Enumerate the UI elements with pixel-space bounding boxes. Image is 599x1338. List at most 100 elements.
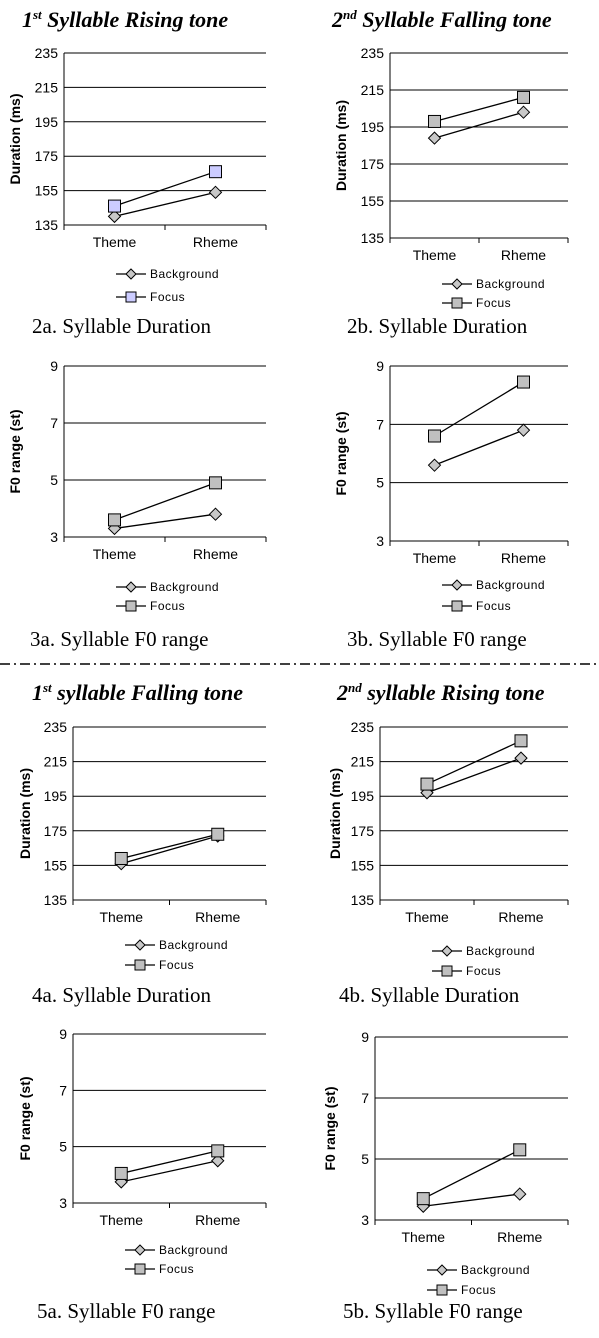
legend-label-2b: Focus: [476, 296, 511, 310]
y-tick-label-2b: 235: [361, 45, 385, 61]
data-point-4b-focus: [420, 777, 434, 791]
x-tick-label-3b: Rheme: [501, 550, 546, 566]
data-point-3a-focus: [209, 476, 222, 490]
x-tick-label-5a: Rheme: [195, 1212, 240, 1228]
x-tick-label-3a: Rheme: [193, 546, 238, 562]
x-tick-label-4b: Theme: [405, 909, 449, 925]
caption-5a: 5a. Syllable F0 range: [37, 1299, 215, 1323]
caption-3a: 3a. Syllable F0 range: [30, 627, 208, 651]
series-line-5a-focus: [121, 1150, 218, 1175]
x-tick-label-5b: Theme: [401, 1229, 445, 1245]
charts-layer: 135 155 175 195 215 235 Theme Rheme Duration (ms…: [7, 45, 569, 1323]
legend-label-2a: Focus: [150, 290, 185, 304]
data-point-4a-focus: [114, 851, 128, 865]
x-tick-label-2b: Rheme: [501, 247, 546, 263]
y-tick-label-5a: 7: [59, 1082, 67, 1098]
y-tick-label-2b: 155: [361, 193, 385, 209]
y-tick-label-4b: 235: [351, 719, 375, 735]
y-axis-label-5a: F0 range (st): [17, 1076, 33, 1160]
section-title-2: 2nd Syllable Falling tone: [331, 7, 552, 32]
section-title-1: 1st Syllable Rising tone: [22, 7, 228, 32]
y-axis-label-2a: Duration (ms): [7, 94, 23, 185]
series-line-2a-focus: [114, 171, 216, 207]
y-tick-label-5a: 5: [59, 1139, 67, 1155]
y-tick-label-3b: 3: [376, 533, 384, 549]
legend-label-3a: Focus: [150, 599, 185, 613]
y-axis-label-4b: Duration (ms): [327, 768, 343, 859]
legend-marker-4b: [441, 965, 453, 977]
legend-marker-2a: [125, 268, 137, 280]
legend-label-5b: Background: [461, 1263, 530, 1277]
y-axis-label-5b: F0 range (st): [322, 1086, 338, 1170]
legend-label-5a: Focus: [159, 1262, 194, 1276]
series-line-3b-focus: [434, 381, 524, 437]
data-point-2a-background: [107, 209, 122, 224]
legend-marker-4a: [134, 959, 146, 971]
legend-marker-5a: [134, 1263, 146, 1275]
y-tick-label-3a: 9: [50, 358, 58, 374]
legend-label-3a: Background: [150, 580, 219, 594]
series-line-2a-background: [114, 191, 216, 218]
series-line-4a-focus: [121, 833, 218, 860]
y-tick-label-5a: 3: [59, 1195, 67, 1211]
y-tick-label-2a: 135: [35, 217, 59, 233]
y-tick-label-2b: 215: [361, 82, 385, 98]
data-point-3b-focus: [517, 375, 530, 389]
data-point-5b-background: [513, 1187, 527, 1201]
x-tick-label-5b: Rheme: [497, 1229, 542, 1245]
y-axis-label-2b: Duration (ms): [333, 100, 349, 191]
y-tick-label-2a: 175: [35, 148, 59, 164]
legend-label-4b: Focus: [466, 964, 501, 978]
section-title-3: 1st syllable Falling tone: [32, 680, 243, 705]
data-point-4b-background: [514, 751, 528, 765]
y-tick-label-4a: 235: [44, 719, 68, 735]
x-tick-label-5a: Theme: [99, 1212, 143, 1228]
data-point-5a-focus: [114, 1166, 128, 1180]
x-tick-label-3b: Theme: [413, 550, 457, 566]
section-title-4: 2nd syllable Rising tone: [336, 680, 545, 705]
x-tick-label-2a: Theme: [93, 234, 137, 250]
legend-label-5b: Focus: [461, 1283, 496, 1297]
legend-marker-2a: [125, 291, 137, 303]
x-tick-label-4a: Theme: [99, 909, 143, 925]
series-line-2b-focus: [434, 96, 524, 123]
legend-label-4a: Background: [159, 938, 228, 952]
y-axis-label-4a: Duration (ms): [17, 768, 33, 859]
data-point-5a-background: [211, 1154, 225, 1168]
data-point-2a-focus: [209, 165, 222, 179]
data-point-5b-focus: [513, 1143, 527, 1157]
data-point-2b-background: [516, 105, 531, 119]
y-tick-label-5b: 7: [361, 1090, 369, 1106]
y-axis-label-3b: F0 range (st): [333, 411, 349, 495]
y-tick-label-3a: 3: [50, 529, 58, 545]
y-tick-label-2b: 135: [361, 230, 385, 246]
data-point-3a-focus: [108, 513, 121, 527]
data-point-2a-focus: [108, 199, 121, 213]
y-tick-label-4a: 175: [44, 823, 68, 839]
x-tick-label-4a: Rheme: [195, 909, 240, 925]
y-tick-label-4b: 175: [351, 823, 375, 839]
y-tick-label-2a: 215: [35, 79, 59, 95]
y-tick-label-5b: 3: [361, 1212, 369, 1228]
data-point-3b-background: [516, 423, 531, 437]
caption-2a: 2a. Syllable Duration: [32, 314, 212, 338]
series-line-5b-focus: [422, 1149, 521, 1200]
y-tick-label-4b: 155: [351, 857, 375, 873]
y-tick-label-4b: 195: [351, 788, 375, 804]
legend-label-5a: Background: [159, 1243, 228, 1257]
series-line-3a-background: [114, 513, 216, 530]
series-line-3a-focus: [114, 482, 216, 521]
y-tick-label-2b: 175: [361, 156, 385, 172]
legend-marker-3a: [125, 581, 137, 593]
y-tick-label-2a: 195: [35, 114, 59, 130]
data-point-2b-focus: [428, 114, 441, 128]
y-tick-label-4b: 215: [351, 754, 375, 770]
data-point-3a-background: [208, 507, 223, 521]
legend-marker-4b: [441, 945, 453, 957]
x-tick-label-2b: Theme: [413, 247, 457, 263]
y-tick-label-2a: 235: [35, 45, 59, 61]
series-line-2b-background: [434, 111, 524, 139]
legend-label-3b: Focus: [476, 599, 511, 613]
legend-marker-3a: [125, 600, 137, 612]
y-tick-label-3a: 5: [50, 472, 58, 488]
